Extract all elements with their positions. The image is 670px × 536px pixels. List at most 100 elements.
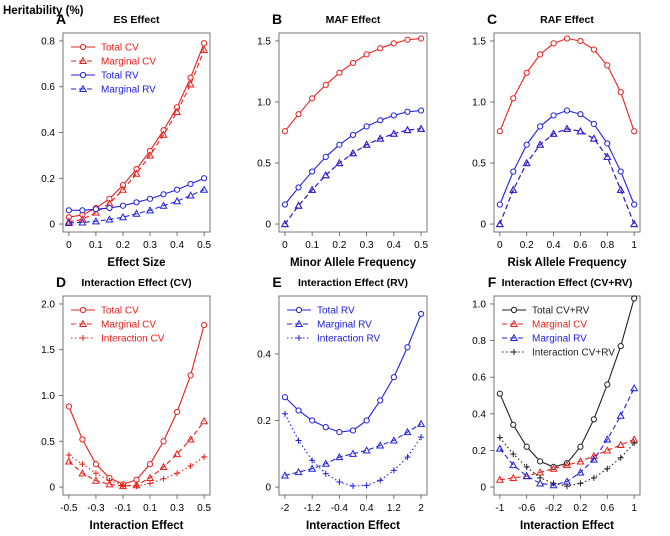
data-point — [631, 440, 638, 447]
data-point — [106, 195, 113, 202]
data-point — [510, 95, 517, 102]
data-point — [604, 465, 611, 472]
y-tick-label: 0 — [49, 483, 55, 494]
x-tick-label: 0.4 — [360, 503, 374, 514]
plot-frame — [278, 32, 428, 233]
data-point — [510, 168, 517, 175]
data-point — [417, 124, 426, 132]
data-point — [509, 185, 518, 193]
x-tick-label: 0.1 — [143, 503, 157, 514]
chart-title: Interaction Effect (CV+RV) — [502, 277, 633, 289]
data-point — [65, 403, 72, 410]
y-tick-label: 0 — [49, 220, 55, 231]
legend-marker — [510, 306, 518, 314]
data-point — [603, 446, 612, 454]
x-tick-label: 0 — [66, 240, 72, 251]
data-point — [349, 427, 357, 434]
legend-marker — [78, 319, 88, 328]
series-line — [284, 313, 422, 433]
plot-frame — [493, 295, 641, 496]
data-point — [308, 464, 317, 472]
data-point — [281, 394, 289, 401]
series-line — [68, 189, 205, 224]
data-point — [390, 40, 397, 47]
data-point — [349, 131, 357, 139]
y-tick-label: 0 — [265, 220, 271, 231]
data-point — [186, 80, 195, 88]
data-point — [522, 158, 531, 167]
data-point — [362, 140, 371, 148]
data-point — [174, 470, 181, 477]
data-point — [280, 471, 289, 479]
data-point — [417, 310, 425, 318]
data-point — [390, 112, 397, 119]
data-point — [200, 45, 209, 54]
data-point — [281, 128, 289, 135]
data-point — [105, 215, 114, 223]
series-interaction-cv-rv — [496, 434, 638, 490]
data-point — [616, 185, 625, 193]
legend-label: Interaction CV — [101, 334, 165, 345]
data-point — [79, 461, 86, 468]
y-tick-label: 1.0 — [472, 299, 486, 310]
series-total-rv — [496, 107, 638, 208]
panel-letter: B — [272, 11, 282, 27]
data-point — [118, 185, 128, 193]
x-tick-label: 0.5 — [197, 503, 211, 514]
data-point — [562, 460, 572, 469]
data-point — [377, 45, 384, 52]
legend-marker — [78, 56, 88, 65]
data-point — [308, 185, 317, 193]
data-point — [550, 480, 557, 487]
data-point — [510, 451, 517, 458]
data-point — [187, 372, 194, 379]
series-line — [284, 37, 422, 132]
data-point — [160, 438, 167, 445]
legend: Total CV Marginal CV Interaction CV — [71, 306, 165, 345]
data-point — [173, 107, 182, 115]
data-point — [537, 51, 544, 58]
series-marginal-rv — [495, 124, 639, 228]
x-tick-label: -0.3 — [87, 503, 105, 514]
legend: Total CV+RV Marginal CV Marginal RV Interac… — [502, 306, 615, 359]
data-point — [201, 321, 208, 329]
panel-a: A ES Effect 0 0.1 0.2 0.3 0.4 0.5 0 0.2 0.4 0.6 0.8 E… — [41, 11, 211, 269]
data-point — [201, 453, 208, 460]
data-point — [187, 74, 194, 81]
x-axis-label: Interaction Effect — [90, 520, 184, 531]
x-tick-label: 0.2 — [332, 240, 346, 251]
legend-marker — [509, 319, 519, 328]
data-point — [377, 397, 384, 404]
series-total-cv-rv — [496, 295, 638, 471]
data-point — [133, 199, 140, 206]
data-point — [377, 477, 384, 484]
data-point — [510, 421, 517, 428]
panel-letter: D — [56, 274, 66, 290]
x-tick-label: 0.4 — [547, 240, 561, 251]
x-tick-label: -1 — [495, 503, 504, 514]
data-point — [631, 201, 638, 208]
series-interaction-cv — [65, 452, 208, 490]
data-point — [173, 186, 181, 193]
data-point — [630, 219, 639, 228]
x-tick-label: 0.1 — [89, 240, 103, 251]
legend-label: Total CV — [101, 306, 139, 317]
data-point — [589, 134, 598, 142]
chart-title: MAF Effect — [326, 14, 381, 26]
x-tick-label: 0.6 — [573, 240, 587, 251]
data-point — [106, 204, 113, 212]
y-tick-label: 0.4 — [472, 409, 486, 420]
data-point — [294, 201, 303, 209]
data-point — [186, 191, 195, 199]
series-total-rv — [281, 107, 425, 208]
data-point — [348, 449, 358, 457]
data-point — [118, 212, 128, 221]
data-point — [78, 218, 87, 226]
data-point — [336, 69, 343, 76]
data-point — [577, 480, 584, 487]
legend: Total CV Marginal CV Total RV Marginal RV — [71, 43, 156, 96]
data-point — [322, 424, 329, 431]
x-axis-label: Minor Allele Frequency — [290, 257, 417, 269]
data-point — [92, 461, 100, 468]
x-tick-label: 0.2 — [573, 503, 587, 514]
